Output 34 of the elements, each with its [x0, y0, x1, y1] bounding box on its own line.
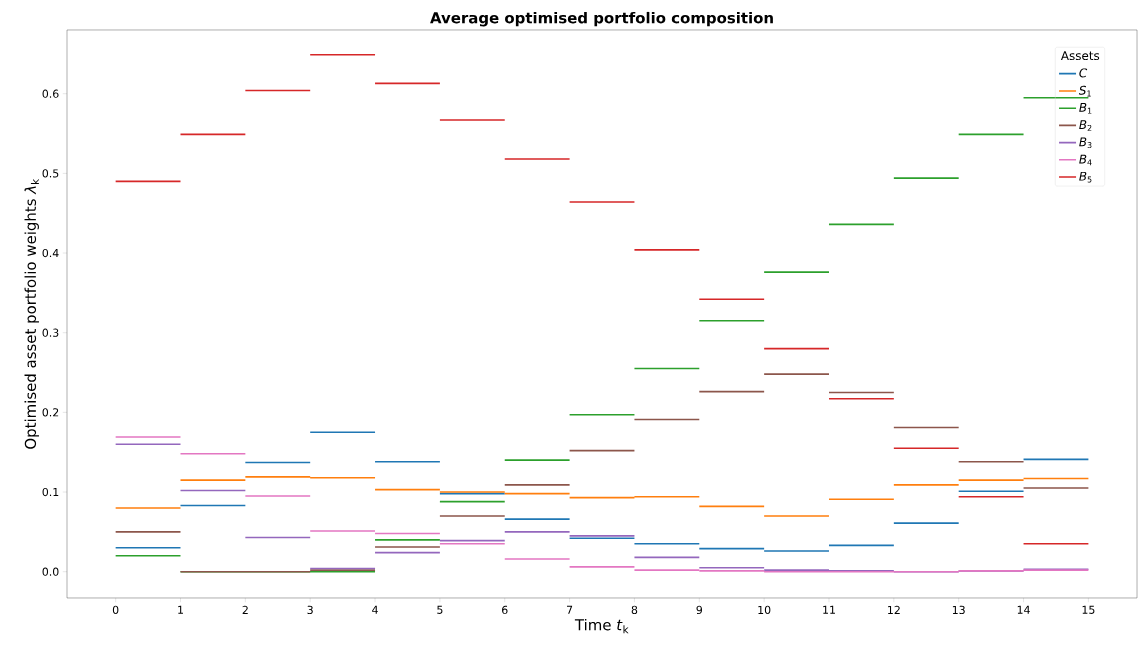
x-tick-label: 7 — [567, 605, 573, 614]
x-tick-label: 1 — [178, 605, 183, 614]
x-tick-label: 2 — [242, 605, 248, 614]
legend-label: B$_{4}$ — [1079, 154, 1092, 166]
x-tick-label: 0 — [112, 605, 119, 615]
x-tick-label: 14 — [1017, 605, 1030, 614]
x-tick-label: 5 — [437, 605, 443, 614]
x-tick-label: 15 — [1082, 605, 1095, 614]
legend-label: B$_{3}$ — [1079, 137, 1092, 149]
legend-label: B$_{2}$ — [1079, 120, 1092, 131]
x-tick-label: 3 — [307, 605, 313, 615]
legend-label: S$_{1}$ — [1078, 85, 1091, 97]
y-tick-label: 0.3 — [42, 328, 59, 337]
chart-title: Average optimised portfolio composition — [430, 11, 773, 27]
x-tick-label: 11 — [823, 605, 835, 614]
x-tick-label: 4 — [372, 605, 378, 614]
y-tick-label: 0.0 — [42, 567, 59, 576]
y-tick-label: 0.2 — [42, 408, 59, 417]
x-tick-label: 13 — [952, 605, 965, 615]
x-tick-label: 9 — [696, 605, 703, 615]
legend-title: Assets — [1060, 51, 1100, 61]
y-tick-label: 0.6 — [42, 89, 59, 98]
legend-label: B$_{5}$ — [1079, 171, 1092, 183]
x-tick-label: 12 — [888, 605, 900, 614]
y-tick-label: 0.5 — [42, 169, 59, 178]
x-tick-label: 6 — [502, 605, 508, 615]
x-axis-title: Time t$_{k}$ — [574, 618, 629, 634]
y-tick-label: 0.4 — [42, 248, 59, 258]
legend-label: B$_{1}$ — [1079, 103, 1092, 114]
x-tick-label: 10 — [758, 605, 771, 615]
x-tick-label: 8 — [631, 605, 638, 615]
y-axis-title: Optimised asset portfolio weights λ$_{k}$ — [24, 178, 39, 449]
y-tick-label: 0.1 — [42, 487, 59, 497]
legend-label: C — [1079, 68, 1088, 78]
